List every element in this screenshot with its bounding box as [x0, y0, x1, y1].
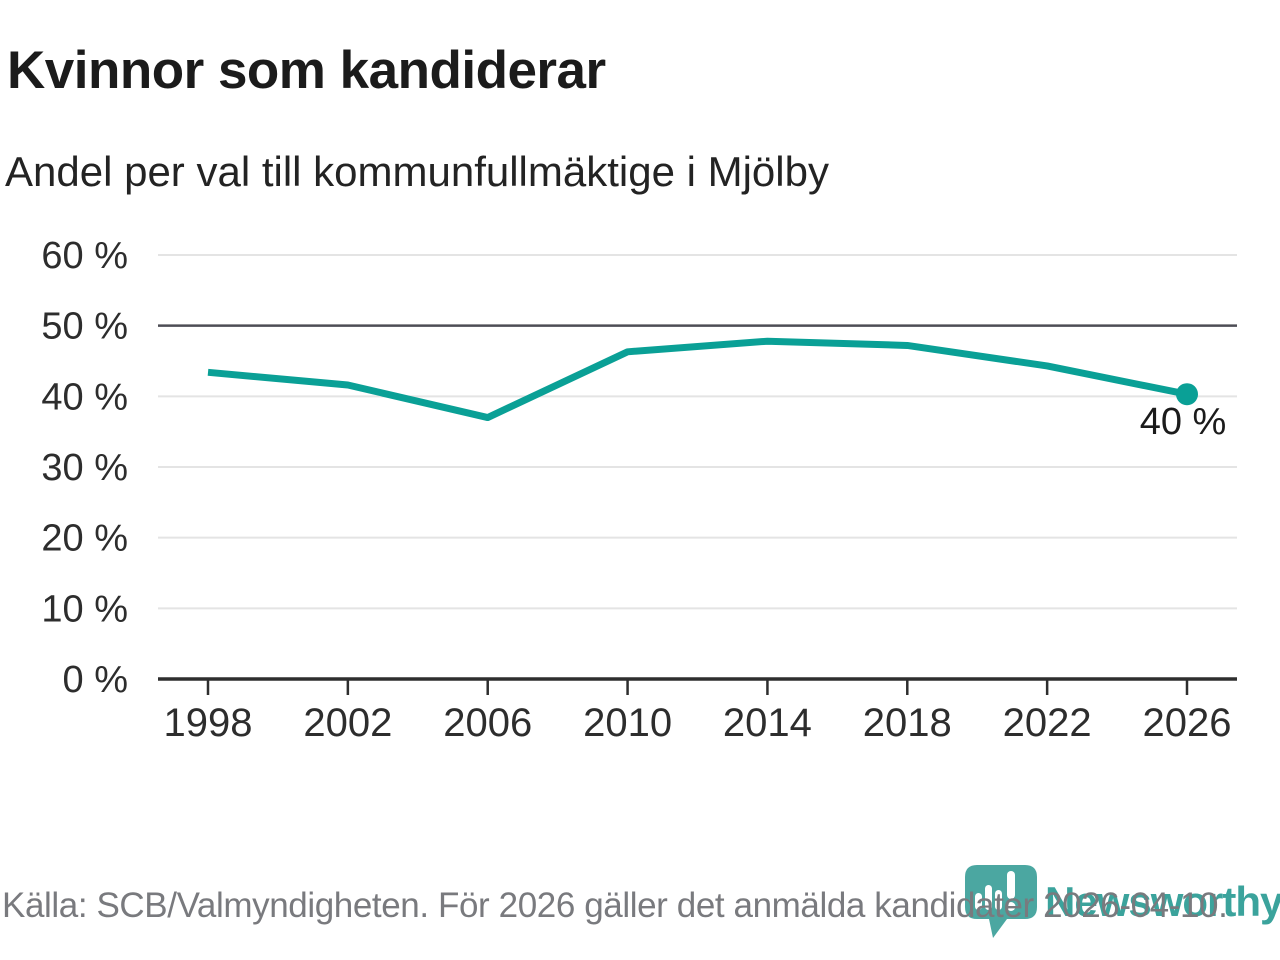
- y-tick-label: 60 %: [41, 235, 128, 277]
- line-chart: 0 % 10 % 20 % 30 % 40 % 50 % 60 % 1998 2002 2006 2…: [0, 230, 1280, 760]
- line-chart-canvas: 0 % 10 % 20 % 30 % 40 % 50 % 60 % 1998 2002 2006 2…: [41, 235, 1237, 745]
- end-point-value-label: 40 %: [1140, 401, 1227, 443]
- y-tick-label: 40 %: [41, 376, 128, 418]
- data-line-series: [207, 337, 1188, 422]
- x-tick-label: 2010: [583, 701, 672, 745]
- end-point-marker: [1176, 383, 1198, 406]
- x-tick-label: 2014: [723, 701, 812, 745]
- x-tick-label: 2022: [1003, 701, 1092, 745]
- newsworthy-pin-icon: [965, 865, 1037, 938]
- y-tick-label: 50 %: [41, 306, 128, 348]
- x-tick-label: 2002: [303, 701, 392, 745]
- newsworthy-wordmark: Newsworthy: [1045, 878, 1280, 925]
- chart-subtitle: Andel per val till kommunfullmäktige i M…: [5, 148, 829, 195]
- source-caption: Källa: SCB/Valmyndigheten. För 2026 gäll…: [2, 886, 1228, 925]
- y-tick-label: 10 %: [41, 588, 128, 630]
- y-tick-label: 30 %: [41, 447, 128, 489]
- y-tick-label: 20 %: [41, 518, 128, 560]
- newsworthy-logo: Newsworthy: [963, 861, 1280, 943]
- x-tick-label: 2026: [1143, 701, 1232, 745]
- page-title: Kvinnor som kandiderar: [7, 41, 606, 100]
- x-tick-label: 2018: [863, 701, 952, 745]
- x-tick-label: 1998: [164, 701, 253, 745]
- x-tick-label: 2006: [443, 701, 532, 745]
- y-tick-label: 0 %: [63, 659, 128, 701]
